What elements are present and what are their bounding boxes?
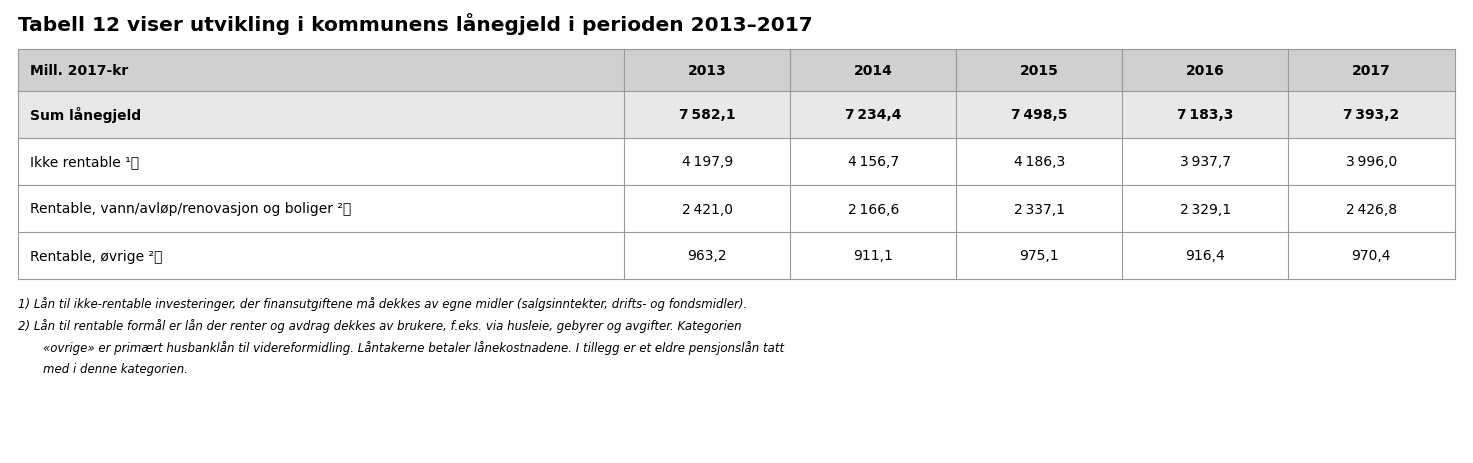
- Text: 963,2: 963,2: [688, 249, 728, 263]
- Text: 916,4: 916,4: [1186, 249, 1226, 263]
- Bar: [18, 232, 1455, 279]
- Text: 7 582,1: 7 582,1: [679, 108, 735, 122]
- Text: 7 183,3: 7 183,3: [1177, 108, 1233, 122]
- Text: 975,1: 975,1: [1019, 249, 1059, 263]
- Bar: [18, 186, 1455, 232]
- Text: 2013: 2013: [688, 64, 726, 78]
- Text: 2 337,1: 2 337,1: [1013, 202, 1065, 216]
- Text: 2 421,0: 2 421,0: [682, 202, 734, 216]
- Text: 7 498,5: 7 498,5: [1010, 108, 1068, 122]
- Text: 2 426,8: 2 426,8: [1346, 202, 1396, 216]
- Text: Mill. 2017-kr: Mill. 2017-kr: [29, 64, 128, 78]
- Text: Sum lånegjeld: Sum lånegjeld: [29, 107, 141, 123]
- Text: 2015: 2015: [1019, 64, 1059, 78]
- Text: Rentable, øvrige ²⧠: Rentable, øvrige ²⧠: [29, 249, 162, 263]
- Bar: [18, 92, 1455, 139]
- Text: 4 156,7: 4 156,7: [848, 155, 899, 169]
- Text: Rentable, vann/avløp/renovasjon og boliger ²⧠: Rentable, vann/avløp/renovasjon og bolig…: [29, 202, 351, 216]
- Text: 911,1: 911,1: [853, 249, 893, 263]
- Bar: [18, 50, 1455, 92]
- Text: 2016: 2016: [1186, 64, 1224, 78]
- Text: 7 393,2: 7 393,2: [1343, 108, 1399, 122]
- Text: 2) Lån til rentable formål er lån der renter og avdrag dekkes av brukere, f.eks.: 2) Lån til rentable formål er lån der re…: [18, 319, 741, 332]
- Text: 2 329,1: 2 329,1: [1180, 202, 1231, 216]
- Text: «ovrige» er primært husbanklån til videreformidling. Låntakerne betaler lånekost: «ovrige» er primært husbanklån til vider…: [43, 340, 784, 354]
- Text: 4 197,9: 4 197,9: [682, 155, 734, 169]
- Text: 2017: 2017: [1352, 64, 1391, 78]
- Text: Tabell 12 viser utvikling i kommunens lånegjeld i perioden 2013–2017: Tabell 12 viser utvikling i kommunens lå…: [18, 13, 813, 35]
- Text: 2 166,6: 2 166,6: [847, 202, 899, 216]
- Text: 3 996,0: 3 996,0: [1346, 155, 1396, 169]
- Text: 7 234,4: 7 234,4: [846, 108, 901, 122]
- Bar: [18, 139, 1455, 186]
- Text: 970,4: 970,4: [1352, 249, 1391, 263]
- Text: 4 186,3: 4 186,3: [1013, 155, 1065, 169]
- Text: med i denne kategorien.: med i denne kategorien.: [43, 362, 189, 375]
- Text: 1) Lån til ikke-rentable investeringer, der finansutgiftene må dekkes av egne mi: 1) Lån til ikke-rentable investeringer, …: [18, 296, 747, 310]
- Text: 3 937,7: 3 937,7: [1180, 155, 1231, 169]
- Text: 2014: 2014: [854, 64, 893, 78]
- Text: Ikke rentable ¹⧠: Ikke rentable ¹⧠: [29, 155, 138, 169]
